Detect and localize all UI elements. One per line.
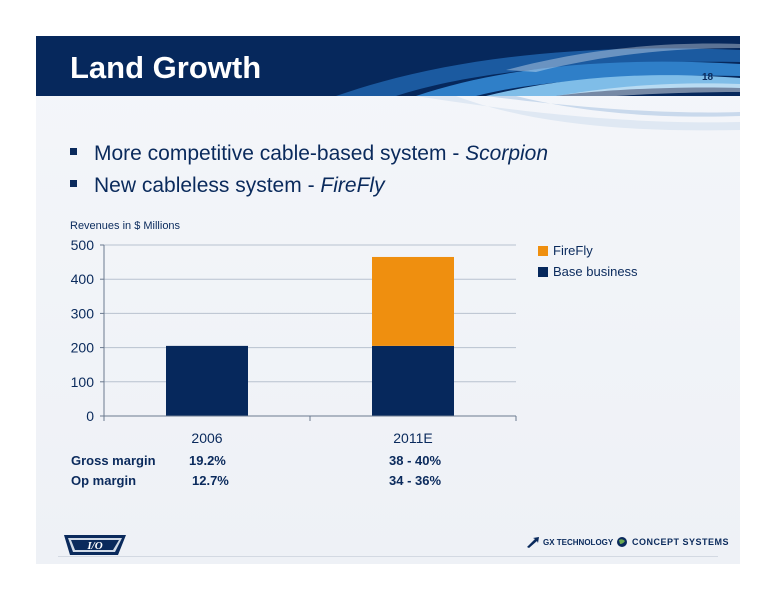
chart-caption: Revenues in $ Millions (70, 220, 181, 232)
bar-firefly-2011e (372, 256, 454, 346)
bullet-marker-icon (70, 179, 77, 187)
chart-legend: FireFly Base business (538, 240, 638, 282)
footer-divider (58, 556, 718, 557)
io-logo: I/O (64, 535, 126, 555)
x-tick-label: 2006 (191, 430, 222, 446)
y-tick-label: 400 (71, 271, 95, 287)
bullet-marker-icon (70, 147, 77, 155)
y-tick-label: 500 (71, 237, 95, 253)
slide-title: Land Growth (70, 50, 262, 85)
globe-icon (617, 537, 627, 547)
bullet-scorpion: More competitive cable-based system - Sc… (70, 142, 548, 166)
bar-base-business-2006 (166, 345, 248, 416)
legend-item-firefly: FireFly (538, 240, 638, 261)
y-axis-ticks: 0 100 200 300 400 500 (71, 237, 95, 424)
y-tick-label: 200 (71, 340, 95, 356)
y-tick-label: 100 (71, 374, 95, 390)
header-swoosh-tail (416, 96, 740, 131)
slide: Land Growth 18 More competitive cable-ba… (36, 36, 740, 564)
legend-swatch-firefly (538, 245, 548, 256)
swoosh-graphic (336, 43, 740, 96)
arrow-icon (527, 537, 539, 548)
title-bar: Land Growth (36, 36, 740, 96)
revenue-chart: Revenues in $ Millions 0100200300400500 … (70, 220, 517, 446)
y-tick-label: 0 (86, 408, 94, 424)
x-tick-label: 2011E (393, 430, 432, 446)
chart-axes (103, 245, 517, 421)
svg-text:I/O: I/O (86, 540, 102, 552)
legend-item-base-business: Base business (538, 261, 638, 282)
op-margin-2006: 12.7% (192, 473, 229, 488)
chart-bars (166, 256, 454, 416)
x-axis-ticks: 2006 2011E (191, 430, 432, 446)
gross-margin-2011: 38 - 40% (389, 453, 442, 468)
bullet-firefly: New cableless system - FireFly (70, 174, 385, 198)
gx-technology-logo: GX TECHNOLOGY (526, 536, 613, 548)
concept-systems-logo: CONCEPT SYSTEMS (616, 536, 729, 548)
legend-swatch-base (538, 266, 548, 277)
op-margin-2011: 34 - 36% (389, 473, 442, 488)
gross-margin-label: Gross margin (71, 453, 156, 468)
op-margin-label: Op margin (71, 473, 137, 488)
bar-base-business-2011e (372, 345, 454, 416)
page-number: 18 (702, 72, 714, 83)
gross-margin-2006: 19.2% (189, 453, 226, 468)
y-tick-label: 300 (71, 305, 95, 321)
